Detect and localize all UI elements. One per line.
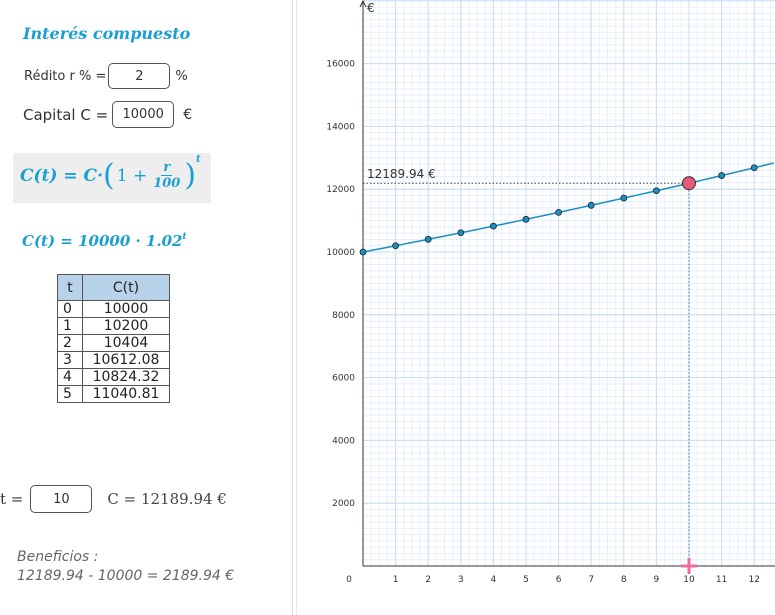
capital-label: Capital C = — [23, 105, 109, 124]
series — [359, 162, 774, 256]
redito-unit: % — [175, 68, 188, 84]
data-point — [587, 201, 595, 209]
y-tick-label: 2000 — [332, 499, 355, 509]
t-label: t = — [0, 490, 24, 508]
y-tick-label: 6000 — [332, 374, 355, 384]
x-tick-label: 3 — [458, 575, 464, 585]
y-tick-label: 16000 — [326, 60, 355, 70]
redito-row: Rédito r % = 2 % — [24, 63, 188, 89]
table-header-t: t — [57, 274, 83, 301]
capital-unit: € — [183, 106, 193, 123]
x-tick-label: 4 — [491, 575, 497, 585]
axes: € — [359, 0, 775, 567]
tick-labels: 0 1 2 3 4 5 6 7 8 9 10 11 12200040006000800010000120… — [326, 60, 760, 585]
panel-divider-inner — [296, 0, 297, 615]
t-input[interactable]: 10 — [30, 485, 93, 513]
x-tick-label: 5 — [523, 575, 529, 585]
data-point — [620, 194, 628, 202]
y-axis-arrow — [359, 0, 367, 8]
rate-fraction: r 100 — [153, 160, 181, 191]
data-point — [750, 164, 758, 172]
y-tick-label: 14000 — [326, 122, 355, 132]
table-row: 3 10612.08 — [57, 351, 170, 369]
x-tick-label: 11 — [716, 575, 727, 585]
t-row: t = 10 C = 12189.94 € — [0, 485, 227, 513]
y-tick-label: 12000 — [326, 185, 355, 195]
y-tick-label: 8000 — [332, 311, 355, 321]
t-result: C = 12189.94 € — [107, 490, 227, 508]
instance-formula: C(t) = 10000 · 1.02t — [22, 232, 187, 250]
panel-divider — [292, 0, 293, 615]
table-row: 0 10000 — [57, 300, 170, 318]
x-tick-label: 8 — [621, 575, 627, 585]
capital-input[interactable]: 10000 — [112, 101, 175, 128]
control-panel: Interés compuesto Rédito r % = 2 % Capit… — [0, 0, 292, 615]
data-point — [392, 242, 399, 250]
x-tick-label: 6 — [556, 575, 562, 585]
app-title: Interés compuesto — [23, 24, 191, 43]
data-point — [652, 187, 660, 195]
x-tick-label: 12 — [748, 575, 759, 585]
highlight[interactable] — [681, 176, 697, 574]
table-row: 1 10200 — [57, 317, 170, 335]
data-point — [359, 248, 367, 256]
data-point — [522, 215, 530, 223]
data-point — [489, 222, 497, 230]
data-point — [457, 229, 465, 237]
beneficios-text: 12189.94 - 10000 = 2189.94 € — [17, 568, 235, 584]
highlight-label: 12189.94 € — [367, 167, 436, 181]
x-tick-label: 2 — [425, 575, 431, 585]
guide-lines: 12189.94 € — [363, 167, 690, 566]
x-tick-label: 1 — [393, 575, 399, 585]
y-axis-label: € — [367, 1, 375, 15]
graph-view[interactable]: € 0 1 2 3 4 5 6 7 8 9 10 11 122000400060008000100001… — [297, 0, 775, 615]
data-point — [718, 172, 726, 179]
beneficios: Beneficios : 12189.94 - 10000 = 2189.94 … — [17, 548, 234, 586]
general-formula: C(t) = C· ( 1 + r 100 ) t — [20, 154, 201, 193]
capital-row: Capital C = 10000 € — [23, 101, 192, 128]
table-row: 2 10404 — [57, 334, 170, 352]
formula-box — [13, 153, 211, 203]
x-tick-label: 0 — [346, 575, 352, 585]
redito-label: Rédito r % = — [24, 68, 107, 84]
y-tick-label: 4000 — [332, 436, 355, 446]
data-point — [555, 208, 563, 216]
beneficios-label: Beneficios : — [17, 549, 99, 565]
x-tick-label: 10 — [683, 575, 695, 585]
table-header-ct: C(t) — [82, 274, 170, 301]
table-row: 4 10824.32 — [57, 368, 170, 386]
table-header-row: t C(t) — [57, 274, 170, 301]
x-tick-label: 7 — [588, 575, 594, 585]
highlight-point[interactable] — [682, 176, 696, 191]
x-tick-label: 9 — [654, 575, 660, 585]
table-row: 5 11040.81 — [57, 385, 170, 403]
data-point — [424, 235, 432, 243]
redito-input[interactable]: 2 — [108, 63, 171, 89]
y-tick-label: 10000 — [326, 248, 355, 258]
grid — [362, 0, 775, 566]
